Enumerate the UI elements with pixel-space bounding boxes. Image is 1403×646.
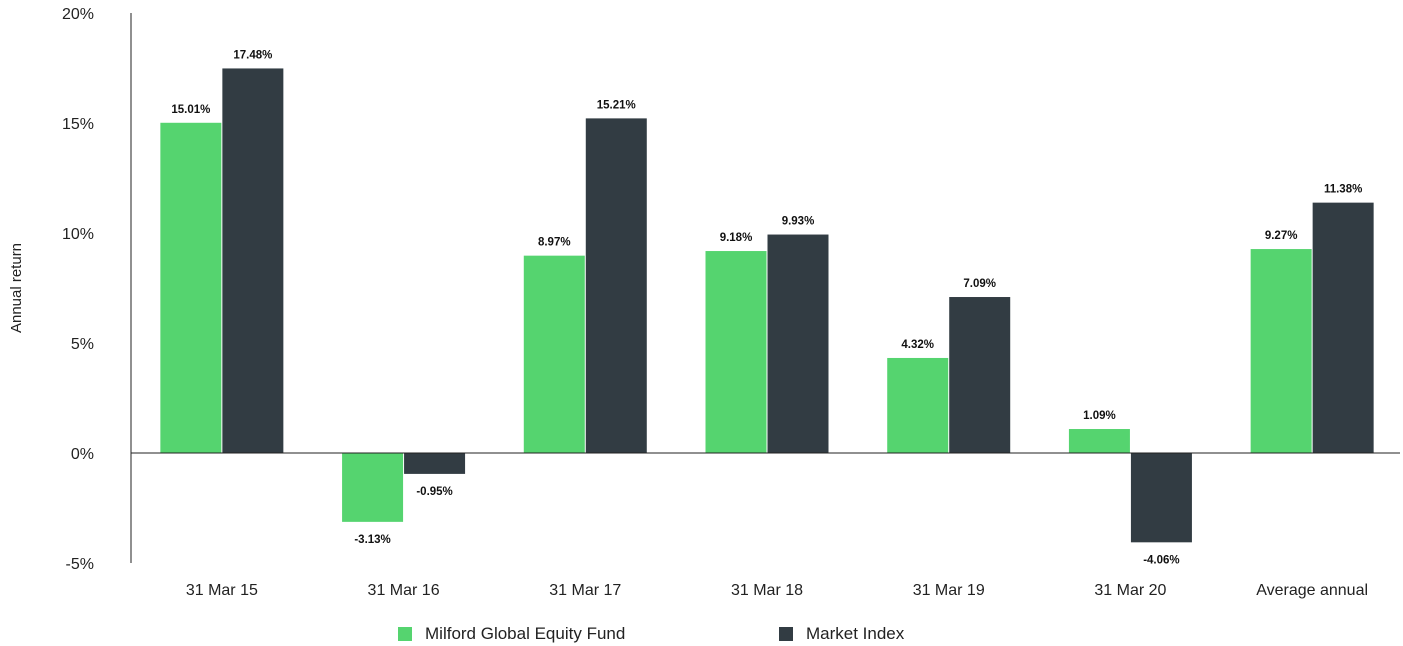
legend-item-index: Market Index <box>779 624 904 644</box>
data-label: 4.32% <box>901 339 934 351</box>
category-labels: 31 Mar 15 31 Mar 16 31 Mar 17 31 Mar 18 31 M… <box>186 582 1368 599</box>
bar-fund <box>1068 429 1130 453</box>
bar-index <box>1312 202 1374 453</box>
legend-swatch-index <box>779 627 793 641</box>
data-label: 1.09% <box>1083 410 1116 422</box>
data-labels: 15.01% 17.48% -3.13% -0.95% 8.97% 15.21% 9.18%… <box>171 49 1362 566</box>
legend-label-index: Market Index <box>806 624 905 643</box>
y-axis-label: Annual return <box>8 243 25 333</box>
data-label: 17.48% <box>233 49 272 61</box>
category-label: 31 Mar 15 <box>186 582 258 599</box>
y-tick-label: 5% <box>71 336 94 353</box>
bar-index <box>404 453 466 474</box>
category-label: 31 Mar 18 <box>731 582 803 599</box>
bar-index <box>585 118 647 453</box>
category-label: 31 Mar 19 <box>913 582 985 599</box>
bar-index <box>1130 453 1192 543</box>
category-label: Average annual <box>1256 582 1368 599</box>
y-tick-label: 20% <box>62 6 94 23</box>
data-label: -0.95% <box>416 486 452 498</box>
y-tick-label: -5% <box>66 556 94 573</box>
category-label: 31 Mar 16 <box>368 582 440 599</box>
bar-fund <box>160 122 222 453</box>
data-label: 8.97% <box>538 237 571 249</box>
legend: Milford Global Equity Fund Market Index <box>0 624 1403 646</box>
data-label: 15.21% <box>597 99 636 111</box>
y-tick-labels: 20% 15% 10% 5% 0% -5% <box>62 6 94 573</box>
data-label: 9.27% <box>1265 230 1298 242</box>
bar-fund <box>342 453 404 522</box>
y-tick-label: 0% <box>71 446 94 463</box>
bar-fund <box>1250 249 1312 453</box>
bar-fund <box>705 251 767 453</box>
legend-label-fund: Milford Global Equity Fund <box>425 624 626 643</box>
legend-item-fund: Milford Global Equity Fund <box>398 624 625 644</box>
bar-chart: Annual return 20% 15% 10% 5% 0% -5% 15.01% 17.… <box>8 6 1400 599</box>
bar-index <box>949 297 1011 453</box>
bar-index <box>767 234 829 453</box>
y-tick-label: 10% <box>62 226 94 243</box>
y-tick-label: 15% <box>62 116 94 133</box>
bar-fund <box>523 255 585 453</box>
data-label: -4.06% <box>1143 554 1179 566</box>
category-label: 31 Mar 20 <box>1094 582 1166 599</box>
data-label: 15.01% <box>171 104 210 116</box>
category-label: 31 Mar 17 <box>549 582 621 599</box>
bar-fund <box>887 357 949 453</box>
data-label: 11.38% <box>1324 184 1362 196</box>
data-label: 9.93% <box>782 216 815 228</box>
data-label: -3.13% <box>354 534 390 546</box>
data-label: 7.09% <box>963 278 996 290</box>
bar-index <box>222 68 284 453</box>
legend-swatch-fund <box>398 627 412 641</box>
data-label: 9.18% <box>720 232 753 244</box>
bars <box>160 68 1374 543</box>
